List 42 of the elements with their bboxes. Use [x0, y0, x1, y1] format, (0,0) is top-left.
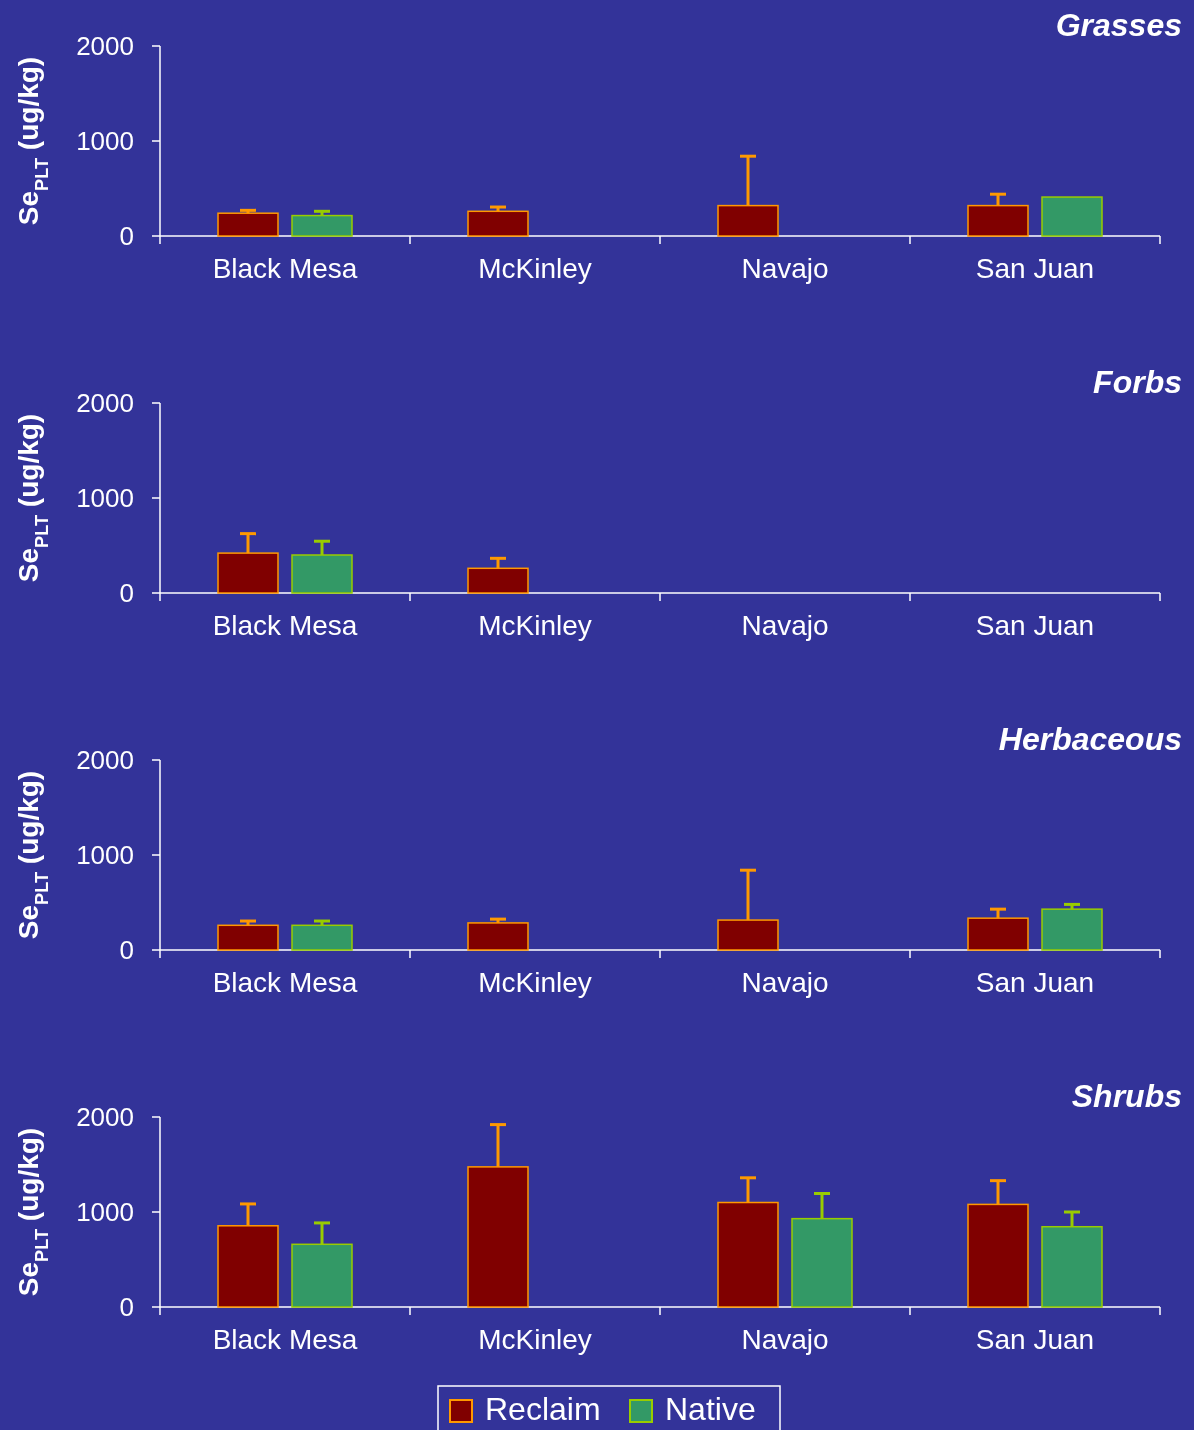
x-tick-label: McKinley	[478, 967, 592, 998]
y-tick-label: 2000	[76, 388, 134, 419]
chart-title: Herbaceous	[998, 721, 1182, 757]
x-tick-label: San Juan	[975, 1324, 1095, 1355]
bar	[291, 214, 353, 237]
x-tick-label: Navajo	[741, 253, 829, 284]
x-tick-label: Navajo	[741, 610, 829, 641]
bar	[1041, 908, 1103, 951]
x-tick-label: San Juan	[975, 610, 1095, 641]
y-tick-label: 2000	[76, 31, 134, 62]
x-tick-label: Black Mesa	[212, 1324, 358, 1355]
x-tick-label: Navajo	[741, 967, 829, 998]
chart-title: Forbs	[1093, 364, 1182, 400]
x-tick-label: Black Mesa	[212, 253, 358, 284]
x-tick-label: Black Mesa	[212, 967, 358, 998]
x-tick-label: Navajo	[741, 1324, 829, 1355]
bar	[467, 210, 529, 237]
y-tick-label: 1000	[76, 1197, 134, 1228]
x-tick-label: McKinley	[478, 1324, 592, 1355]
legend-label: Native	[665, 1391, 756, 1427]
y-tick-label: 1000	[76, 840, 134, 871]
y-tick-label: 0	[119, 221, 134, 252]
y-tick-label: 1000	[76, 483, 134, 514]
bar	[467, 922, 529, 951]
x-tick-label: McKinley	[478, 253, 592, 284]
x-tick-label: McKinley	[478, 610, 592, 641]
x-tick-label: San Juan	[975, 253, 1095, 284]
y-tick-label: 0	[119, 1292, 134, 1323]
y-tick-label: 0	[119, 578, 134, 609]
y-tick-label: 2000	[76, 745, 134, 776]
y-tick-label: 0	[119, 935, 134, 966]
bar	[1041, 196, 1103, 237]
legend-label: Reclaim	[485, 1391, 601, 1427]
chart-title: Grasses	[1055, 7, 1182, 43]
y-tick-label: 2000	[76, 1102, 134, 1133]
x-tick-label: San Juan	[975, 967, 1095, 998]
chart-title: Shrubs	[1071, 1078, 1182, 1114]
bar	[217, 212, 279, 237]
x-tick-label: Black Mesa	[212, 610, 358, 641]
y-tick-label: 1000	[76, 126, 134, 157]
bar	[217, 924, 279, 951]
bar	[291, 924, 353, 951]
